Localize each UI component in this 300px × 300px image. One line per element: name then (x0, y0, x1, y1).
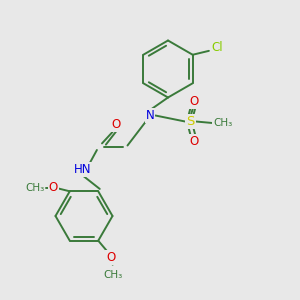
Text: O: O (189, 135, 198, 148)
Text: CH₃: CH₃ (25, 183, 45, 193)
Text: CH₃: CH₃ (103, 270, 123, 280)
Text: Cl: Cl (212, 41, 223, 54)
Text: O: O (49, 181, 58, 194)
Text: O: O (106, 251, 116, 264)
Text: O: O (112, 118, 121, 131)
Text: S: S (186, 115, 195, 128)
Text: N: N (146, 109, 154, 122)
Text: O: O (189, 94, 198, 108)
Text: CH₃: CH₃ (213, 118, 232, 128)
Text: HN: HN (74, 163, 91, 176)
